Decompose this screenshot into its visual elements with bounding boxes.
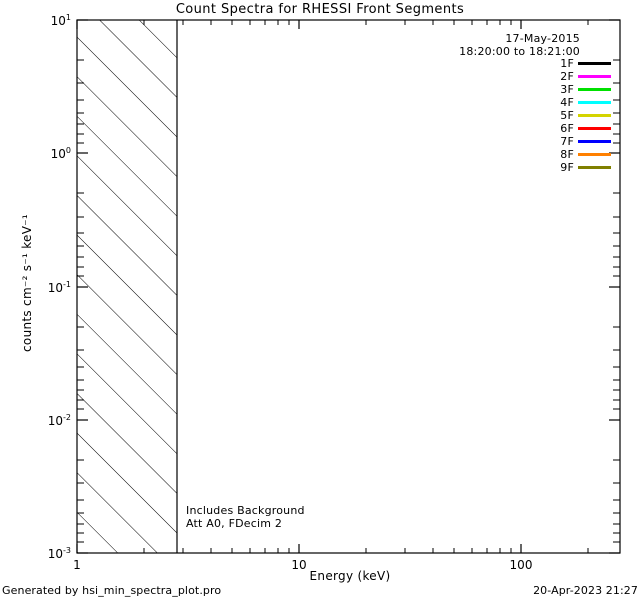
x-tick-label: 10: [291, 558, 307, 572]
y-tick-label: 100: [50, 146, 71, 162]
y-tick-label: 10-2: [47, 413, 71, 429]
legend-label-6f: 6F: [560, 122, 574, 135]
legend-label-2f: 2F: [560, 70, 574, 83]
x-tick-label: 100: [509, 558, 533, 572]
legend-swatch-9f: [578, 166, 611, 169]
legend-swatch-5f: [578, 114, 611, 117]
footer-generator: Generated by hsi_min_spectra_plot.pro: [2, 584, 222, 597]
legend-label-5f: 5F: [560, 109, 574, 122]
legend-label-3f: 3F: [560, 83, 574, 96]
legend-label-9f: 9F: [560, 161, 574, 174]
page-title: Count Spectra for RHESSI Front Segments: [175, 2, 465, 17]
legend-swatch-8f: [578, 153, 611, 156]
x-axis-title: Energy (keV): [309, 569, 391, 583]
legend-swatch-3f: [578, 88, 611, 91]
x-tick-label: 1: [73, 558, 81, 572]
annotation-attenuator-state: Att A0, FDecim 2: [186, 517, 283, 530]
legend-swatch-7f: [578, 140, 611, 143]
legend-swatch-1f: [578, 62, 611, 65]
observation-date: 17-May-2015: [505, 32, 580, 45]
legend-swatch-6f: [578, 127, 611, 130]
legend-label-8f: 8F: [560, 148, 574, 161]
legend-label-4f: 4F: [560, 96, 574, 109]
footer-timestamp: 20-Apr-2023 21:27: [533, 584, 638, 597]
annotation-includes-background: Includes Background: [186, 504, 305, 517]
y-tick-label: 101: [50, 13, 71, 29]
legend-label-7f: 7F: [560, 135, 574, 148]
y-axis-minor-ticks: [77, 59, 620, 543]
y-tick-label: 10-3: [47, 546, 71, 562]
x-axis-major-ticks: [76, 20, 522, 553]
x-axis-minor-ticks: [143, 20, 589, 553]
excluded-energy-band: [77, 20, 178, 553]
y-tick-label: 10-1: [47, 280, 71, 296]
legend-label-1f: 1F: [560, 57, 574, 70]
legend-swatch-2f: [578, 75, 611, 78]
observation-time-range: 18:20:00 to 18:21:00: [459, 45, 580, 58]
legend-swatch-4f: [578, 101, 611, 104]
